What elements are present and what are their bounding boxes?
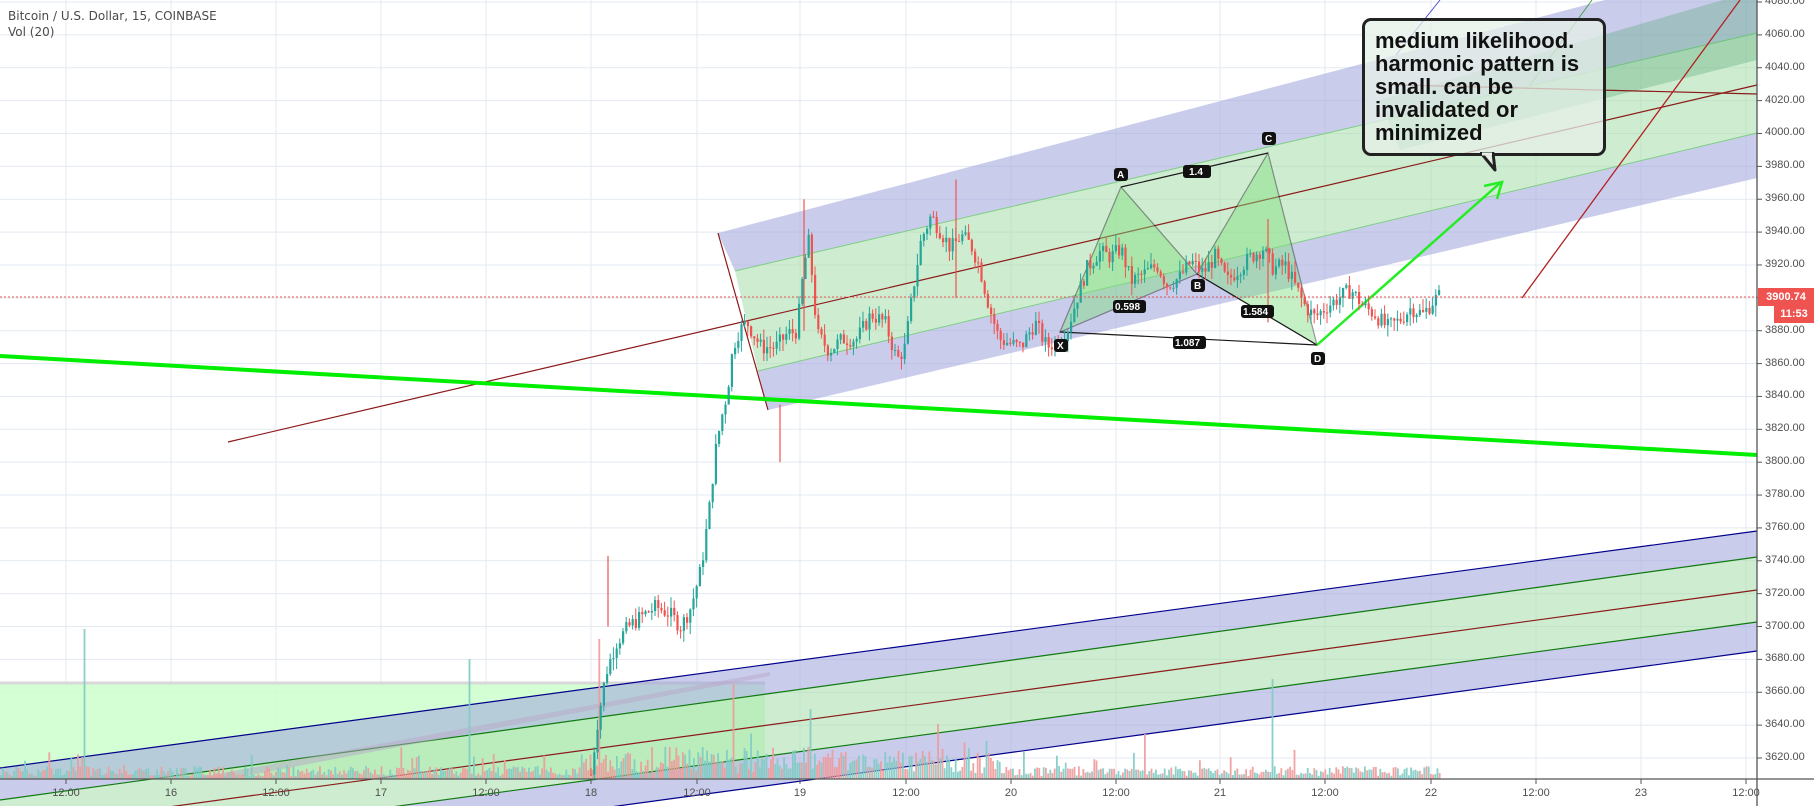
- point-c-label: C: [1265, 134, 1272, 145]
- callout-text: medium likelihood. harmonic pattern is s…: [1375, 28, 1580, 145]
- price-tick-label: 3840.00: [1765, 389, 1805, 402]
- price-tick-label: 4080.00: [1765, 0, 1805, 7]
- price-tick-label: 4040.00: [1765, 60, 1805, 73]
- price-tick-label: 3700.00: [1765, 619, 1805, 632]
- steep-trendline: [1521, 0, 1741, 299]
- price-tick-label: 3860.00: [1765, 356, 1805, 369]
- price-tick-label: 3660.00: [1765, 685, 1805, 698]
- price-tick-label: 3980.00: [1765, 159, 1805, 172]
- time-tick-label: 12:00: [262, 787, 290, 799]
- ratio-xd: 1.087: [1175, 338, 1200, 349]
- price-tick-label: 3620.00: [1765, 751, 1805, 763]
- time-tick-label: 16: [164, 787, 178, 799]
- symbol-title[interactable]: Bitcoin / U.S. Dollar, 15, COINBASE: [8, 9, 217, 23]
- ratio-xb: 0.598: [1115, 302, 1140, 313]
- price-tick-label: 3740.00: [1765, 553, 1805, 566]
- price-tick-label: 3720.00: [1765, 586, 1805, 599]
- time-tick-label: 12:00: [892, 787, 920, 799]
- time-tick-label: 19: [793, 787, 807, 799]
- price-tick-label: 3640.00: [1765, 718, 1805, 731]
- price-tick-label: 4020.00: [1765, 93, 1805, 106]
- time-tick-label: 23: [1634, 787, 1648, 799]
- bar-countdown-tag: 11:53: [1774, 306, 1814, 323]
- lower-regression-channel: [0, 530, 1758, 806]
- volume-indicator-label[interactable]: Vol (20): [8, 25, 55, 39]
- point-b-label: B: [1194, 281, 1201, 292]
- point-d-label: D: [1314, 354, 1321, 365]
- point-x-label: X: [1057, 341, 1064, 352]
- candlesticks: [590, 179, 1441, 781]
- time-tick-label: 12:00: [472, 787, 500, 799]
- time-tick-label: 12:00: [1522, 787, 1550, 799]
- last-price-tag: 3900.74: [1758, 288, 1814, 306]
- time-tick-label: 12:00: [683, 787, 711, 799]
- callout-pointer: [1480, 152, 1497, 172]
- price-tick-label: 3960.00: [1765, 192, 1805, 205]
- price-tick-label: 3880.00: [1765, 323, 1805, 336]
- time-tick-label: 21: [1213, 787, 1227, 799]
- price-tick-label: 3920.00: [1765, 257, 1805, 270]
- volume-histogram: [0, 629, 1441, 779]
- time-tick-label: 12:00: [1102, 787, 1130, 799]
- time-tick-label: 12:00: [52, 787, 80, 799]
- time-tick-label: 22: [1424, 787, 1438, 799]
- projection-arrow: [1316, 180, 1504, 346]
- time-tick-label: 20: [1004, 787, 1018, 799]
- time-tick-label: 12:00: [1732, 787, 1760, 799]
- callout-annotation[interactable]: medium likelihood. harmonic pattern is s…: [1362, 18, 1606, 156]
- time-tick-label: 12:00: [1311, 787, 1339, 799]
- harmonic-labels: A C B X D 1.4 0.598 1.584 1.087: [1054, 132, 1325, 365]
- time-tick-label: 17: [374, 787, 388, 799]
- chart-legend: Bitcoin / U.S. Dollar, 15, COINBASE Vol …: [8, 8, 217, 40]
- ratio-bd: 1.584: [1243, 307, 1268, 318]
- price-tick-label: 3680.00: [1765, 652, 1805, 665]
- time-tick-label: 18: [584, 787, 598, 799]
- price-tick-label: 3760.00: [1765, 520, 1805, 533]
- price-tick-label: 3780.00: [1765, 488, 1805, 501]
- price-tick-label: 4000.00: [1765, 126, 1805, 139]
- support-trendline: [0, 354, 1758, 457]
- price-tick-label: 3940.00: [1765, 225, 1805, 238]
- ratio-ac: 1.4: [1189, 167, 1203, 178]
- price-tick-label: 4060.00: [1765, 27, 1805, 40]
- price-tick-label: 3800.00: [1765, 455, 1805, 468]
- point-a-label: A: [1117, 170, 1124, 181]
- price-tick-label: 3820.00: [1765, 422, 1805, 435]
